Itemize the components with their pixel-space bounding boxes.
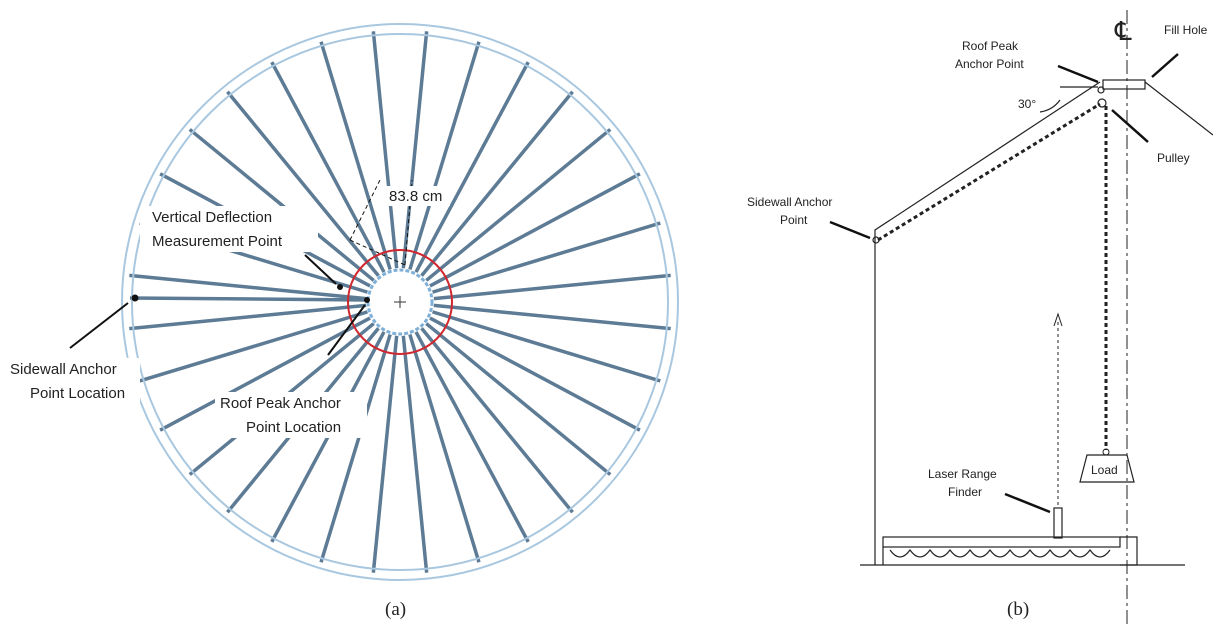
label: Roof Peak	[962, 39, 1019, 53]
rafter	[371, 31, 399, 269]
center-mark	[394, 296, 406, 308]
arrows-b	[829, 53, 1179, 514]
label: Sidewall Anchor	[747, 195, 832, 209]
rafter	[425, 128, 612, 282]
rafter	[433, 303, 671, 331]
red-circle	[347, 249, 453, 355]
label-bg	[215, 392, 367, 438]
rafter	[129, 303, 367, 331]
dimension: 83.8 cm	[389, 188, 442, 205]
rafter	[433, 273, 671, 301]
label: Roof Peak Anchor	[220, 395, 341, 412]
rafter	[414, 61, 530, 273]
label: Fill Hole	[1164, 23, 1208, 37]
rafter	[429, 172, 641, 288]
rafter	[425, 322, 612, 476]
label: Vertical Deflection	[152, 209, 272, 226]
hook	[1102, 448, 1110, 456]
label: Point Location	[30, 385, 125, 402]
rafter	[139, 310, 368, 383]
deflection-point	[337, 284, 343, 290]
rafter	[401, 335, 429, 573]
roof-peak-point	[364, 297, 370, 303]
centerline-symbol: ℄	[1114, 16, 1132, 46]
rafter	[188, 128, 375, 282]
rafter	[319, 334, 392, 563]
caption: (b)	[1007, 599, 1029, 620]
rafter	[432, 221, 661, 294]
rafter	[270, 61, 386, 273]
angle-label: 30°	[1018, 97, 1036, 111]
label: Pulley	[1157, 151, 1190, 165]
sidewall-point	[131, 294, 139, 302]
rafter	[159, 316, 371, 432]
rafter	[408, 41, 481, 270]
rafter	[401, 31, 429, 269]
label: Measurement Point	[152, 233, 283, 250]
rafter	[432, 310, 661, 383]
label: Anchor Point	[955, 57, 1024, 71]
rafter	[129, 296, 369, 302]
inner-ring	[131, 33, 669, 571]
label: Finder	[948, 485, 982, 499]
rafter	[408, 334, 481, 563]
rafter	[420, 90, 574, 277]
label-bg	[140, 206, 318, 252]
arrows	[69, 254, 366, 356]
rafter	[420, 327, 574, 514]
dim-bg	[382, 186, 450, 206]
label: Point Location	[246, 419, 341, 436]
label: Laser Range	[928, 467, 997, 481]
rafter	[414, 331, 530, 543]
shed	[860, 79, 1213, 566]
laser-arrowhead	[1053, 312, 1063, 327]
rafter	[226, 90, 380, 277]
label-bg	[8, 358, 140, 406]
rafter	[319, 41, 392, 270]
outer-ring	[121, 23, 679, 581]
rafter	[429, 316, 641, 432]
caption: (a)	[385, 599, 406, 620]
load-label: Load	[1091, 463, 1118, 477]
cable	[877, 102, 1108, 450]
rafter	[129, 273, 367, 301]
label: Sidewall Anchor	[10, 361, 117, 378]
rafter	[371, 335, 399, 573]
label: Point	[780, 213, 808, 227]
